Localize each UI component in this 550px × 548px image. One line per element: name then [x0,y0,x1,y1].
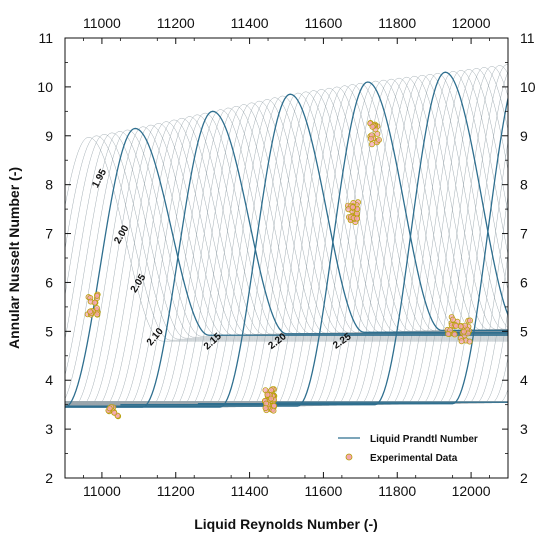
experimental-point [271,402,277,409]
legend: Liquid Prandtl Number Experimental Data [338,434,478,464]
experimental-point [106,405,113,412]
y-tick-label-right: 7 [520,226,528,242]
experimental-point [270,407,277,414]
y-tick-label-right: 11 [520,30,535,46]
y-tick-label: 3 [45,421,53,437]
y-tick-label-right: 3 [520,421,528,437]
experimental-point [87,308,93,315]
thin-prandtl-curve [65,129,508,399]
y-tick-label-right: 10 [520,79,536,95]
legend-marker-label: Experimental Data [370,453,458,464]
x-tick-label-top: 11200 [157,15,195,31]
x-tick-label-top: 11600 [304,15,342,31]
axis-ticks-group: 11000 11000 11200 11200 11400 11400 11600 11600… [37,15,535,499]
experimental-point [376,136,382,143]
x-axis-title: Liquid Reynolds Number (-) [194,516,378,532]
thin-prandtl-curve [65,134,508,340]
prandtl-curve-2.10 [65,81,508,407]
experimental-point [467,317,473,324]
x-tick-label: 11000 [83,483,121,499]
y-tick-label-right: 4 [520,372,528,388]
experimental-point [460,328,467,335]
y-tick-label: 2 [45,470,53,486]
experimental-point [262,405,269,411]
experimental-point [369,123,376,130]
y-tick-label-right: 6 [520,274,528,290]
x-tick-label: 11600 [304,483,342,499]
experimental-point [111,409,118,416]
thin-prandtl-curve [65,132,508,340]
x-tick-label: 11800 [378,483,416,499]
experimental-point [369,141,375,148]
thin-prandtl-curve [65,131,508,376]
experimental-points-group [84,120,473,420]
y-tick-label: 9 [45,128,53,144]
x-tick-label: 11200 [157,483,195,499]
thin-prandtl-curve [65,137,508,342]
y-tick-label: 8 [45,177,53,193]
y-tick-label-right: 8 [520,177,528,193]
x-tick-label-top: 11400 [231,15,269,31]
experimental-point [262,387,269,394]
plot-background [65,38,508,478]
experimental-point [94,311,101,318]
experimental-point [458,338,465,345]
y-axis-title: Annular Nusselt Number (-) [6,167,22,349]
x-tick-label: 11400 [231,483,269,499]
x-tick-label-top: 11000 [83,15,121,31]
experimental-point [445,331,452,337]
thin-prandtl-curve [65,135,508,341]
prandtl-curves-group [65,71,508,408]
legend-marker-swatch [345,453,353,461]
experimental-point [449,316,456,323]
y-tick-label: 7 [45,226,53,242]
experimental-point [354,215,360,222]
experimental-point [94,292,101,299]
y-tick-label-right: 9 [520,128,528,144]
y-tick-label: 5 [45,323,53,339]
y-tick-label: 11 [38,30,53,46]
experimental-point [349,204,356,211]
y-tick-label: 4 [45,372,53,388]
y-tick-label: 6 [45,274,53,290]
x-tick-label-top: 12000 [452,15,491,31]
y-tick-label: 10 [37,79,53,95]
experimental-point [367,135,374,142]
experimental-point [451,331,458,338]
experimental-point [466,338,473,345]
experimental-point [268,395,274,402]
y-tick-label-right: 5 [520,323,528,339]
y-tick-label-right: 2 [520,470,528,486]
experimental-point [374,131,381,137]
x-tick-label-top: 11800 [378,15,416,31]
experimental-point [93,305,100,312]
legend-line-label: Liquid Prandtl Number [370,434,478,445]
prandtl-curve-2.20 [197,98,508,405]
experimental-point [91,299,98,306]
experimental-point [453,322,459,329]
x-tick-label: 12000 [452,483,491,499]
prandtl-curve-2.05 [65,93,508,408]
experimental-point [457,323,464,330]
prandtl-curve-2.15 [120,71,508,406]
prandtl-curve-1.95 [65,127,508,408]
